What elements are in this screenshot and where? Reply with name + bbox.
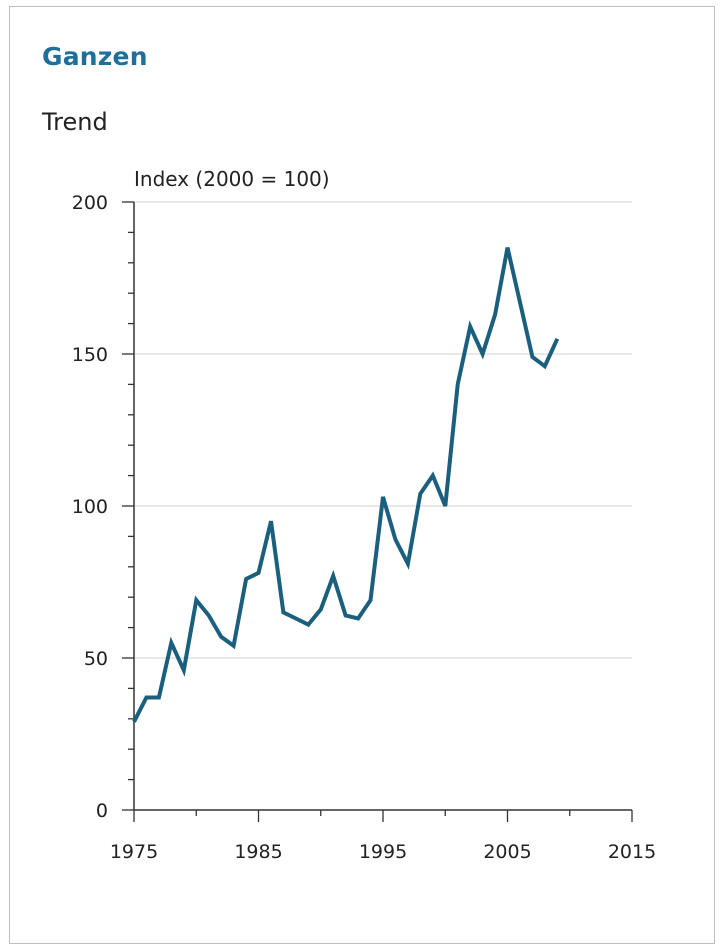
x-tick-label: 1975 xyxy=(110,841,158,863)
x-tick-label: 1985 xyxy=(234,841,282,863)
x-tick-label: 2015 xyxy=(608,841,656,863)
y-tick-label: 100 xyxy=(72,496,108,518)
gridlines xyxy=(134,201,632,659)
y-axis-ticks: 0 50 100 150 200 xyxy=(72,192,134,822)
y-tick-label: 50 xyxy=(84,648,108,670)
x-tick-label: 2005 xyxy=(483,841,531,863)
y-tick-label: 150 xyxy=(72,344,108,366)
chart-panel xyxy=(9,6,715,944)
y-tick-label: 200 xyxy=(72,192,108,214)
x-tick-label: 1995 xyxy=(359,841,407,863)
series-line xyxy=(132,247,560,723)
y-tick-label: 0 xyxy=(96,800,108,822)
chart-title: Ganzen xyxy=(42,42,148,71)
y-axis-label: Index (2000 = 100) xyxy=(134,167,330,191)
chart-subtitle: Trend xyxy=(42,108,108,136)
series-group xyxy=(132,247,560,723)
x-axis-ticks: 1975 1985 1995 2005 2015 xyxy=(110,810,656,863)
